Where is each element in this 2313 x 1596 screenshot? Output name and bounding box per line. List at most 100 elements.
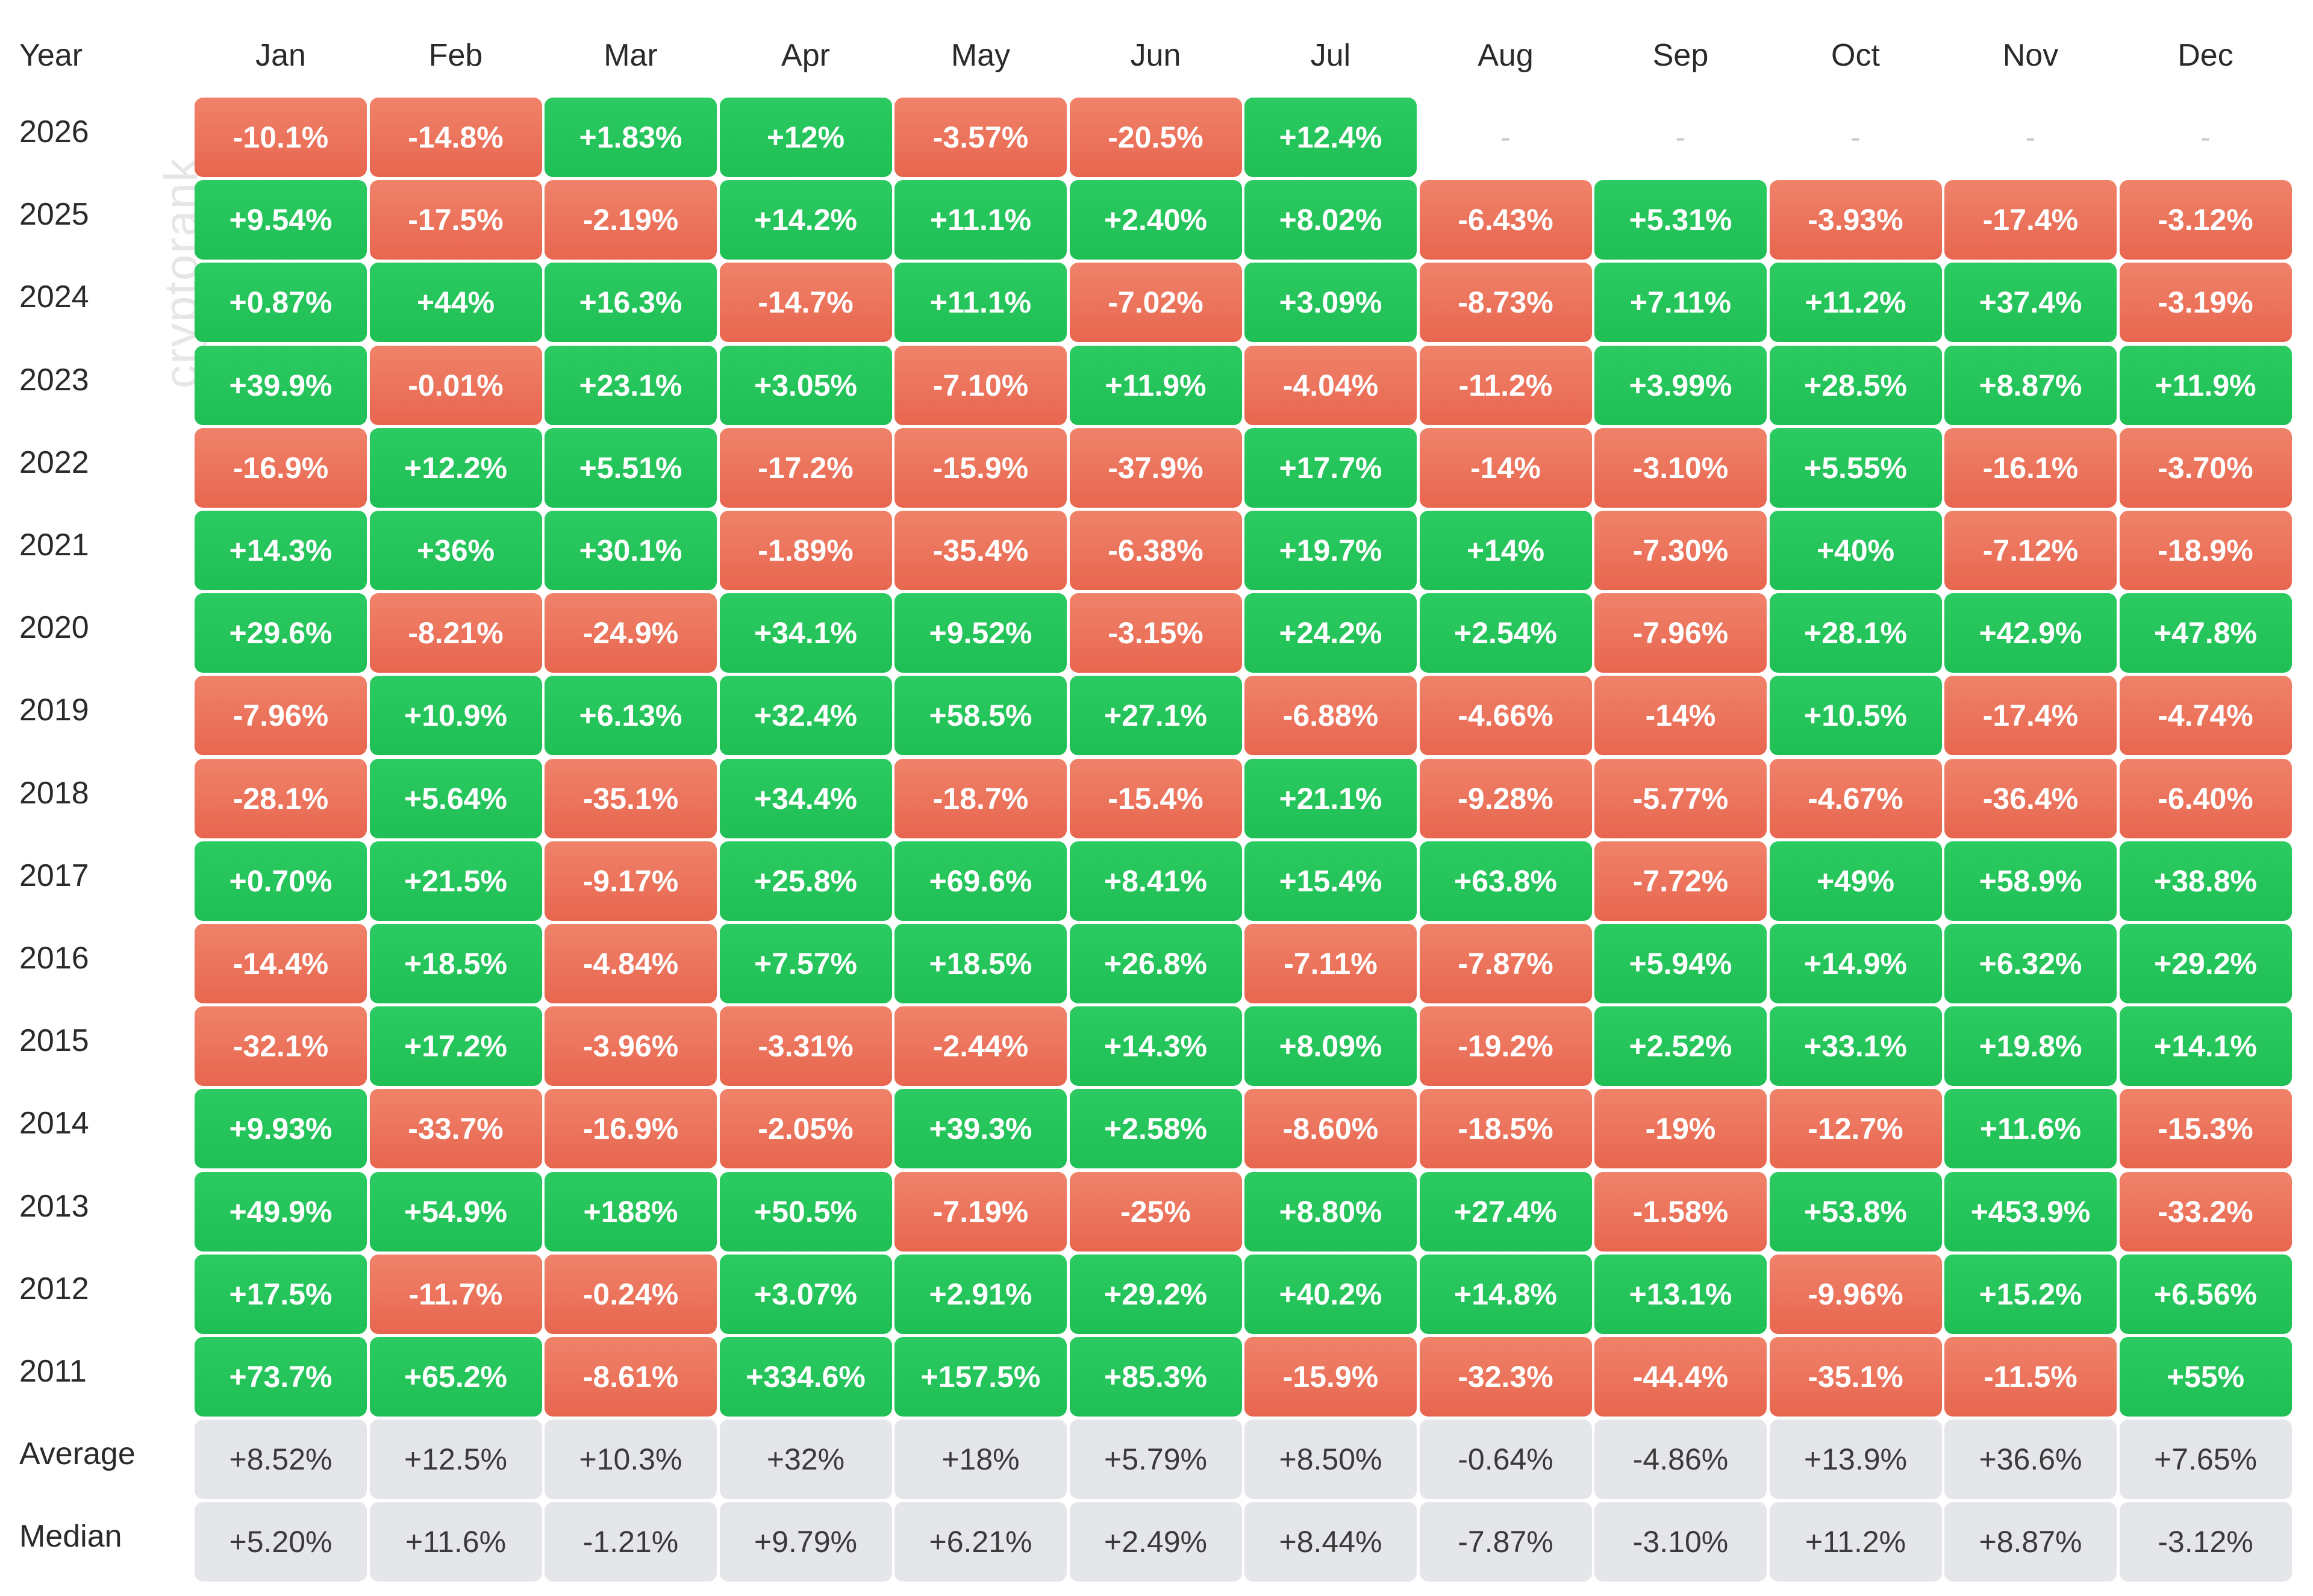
return-cell: -16.1% bbox=[1944, 428, 2117, 508]
return-cell: +33.1% bbox=[1769, 1006, 1942, 1086]
return-cell: +11.1% bbox=[894, 180, 1067, 260]
return-cell: +63.8% bbox=[1419, 841, 1592, 921]
average-cell: +36.6% bbox=[1944, 1420, 2117, 1500]
return-cell: +3.99% bbox=[1594, 345, 1767, 425]
month-header-nov: Nov bbox=[2002, 38, 2059, 73]
year-label: 2015 bbox=[19, 1023, 89, 1059]
return-cell: +54.9% bbox=[369, 1171, 542, 1252]
return-cell: +8.41% bbox=[1069, 841, 1242, 921]
return-cell: +23.1% bbox=[545, 345, 717, 425]
return-cell: -32.3% bbox=[1419, 1337, 1592, 1417]
return-cell: +11.2% bbox=[1769, 263, 1942, 343]
return-cell: -35.1% bbox=[1769, 1337, 1942, 1417]
return-cell: -35.4% bbox=[894, 511, 1067, 590]
return-cell: -37.9% bbox=[1069, 428, 1242, 508]
month-header-jan: Jan bbox=[255, 38, 306, 73]
return-cell: -3.57% bbox=[894, 98, 1067, 177]
return-cell: -3.19% bbox=[2119, 263, 2292, 343]
return-cell: -11.2% bbox=[1419, 345, 1592, 425]
return-cell: +29.6% bbox=[195, 593, 367, 673]
return-cell: -15.9% bbox=[894, 428, 1067, 508]
average-cell: +12.5% bbox=[369, 1420, 542, 1500]
return-cell: +69.6% bbox=[894, 841, 1067, 921]
return-cell: +49.9% bbox=[195, 1171, 367, 1252]
return-cell: +40.2% bbox=[1244, 1254, 1417, 1334]
average-cell: +32% bbox=[719, 1420, 892, 1500]
return-cell: -8.73% bbox=[1419, 263, 1592, 343]
return-cell: +7.57% bbox=[719, 924, 892, 1003]
return-cell: -18.7% bbox=[894, 758, 1067, 838]
return-cell: +10.5% bbox=[1769, 676, 1942, 756]
return-cell: +14.2% bbox=[719, 180, 892, 260]
return-cell: -9.17% bbox=[545, 841, 717, 921]
return-cell: +17.2% bbox=[369, 1006, 542, 1086]
return-cell: -15.3% bbox=[2119, 1089, 2292, 1169]
return-cell: +47.8% bbox=[2119, 593, 2292, 673]
return-cell: -4.84% bbox=[545, 924, 717, 1003]
return-cell: -7.12% bbox=[1944, 511, 2117, 590]
median-cell: +9.79% bbox=[719, 1502, 892, 1582]
return-cell: -8.60% bbox=[1244, 1089, 1417, 1169]
return-cell: -17.5% bbox=[369, 180, 542, 260]
return-cell: +10.9% bbox=[369, 676, 542, 756]
return-cell: +3.05% bbox=[719, 345, 892, 425]
return-cell: +8.09% bbox=[1244, 1006, 1417, 1086]
return-cell: -10.1% bbox=[195, 98, 367, 177]
return-cell: -20.5% bbox=[1069, 98, 1242, 177]
month-header-jul: Jul bbox=[1310, 38, 1351, 73]
return-cell: +11.9% bbox=[1069, 345, 1242, 425]
return-cell: -6.88% bbox=[1244, 676, 1417, 756]
return-cell: +49% bbox=[1769, 841, 1942, 921]
return-cell: +11.9% bbox=[2119, 345, 2292, 425]
return-cell: +39.9% bbox=[195, 345, 367, 425]
return-cell: -35.1% bbox=[545, 758, 717, 838]
return-cell: - bbox=[2025, 120, 2036, 154]
return-cell: +2.52% bbox=[1594, 1006, 1767, 1086]
return-cell: +2.58% bbox=[1069, 1089, 1242, 1169]
average-cell: +5.79% bbox=[1069, 1420, 1242, 1500]
return-cell: -7.10% bbox=[894, 345, 1067, 425]
return-cell: -3.70% bbox=[2119, 428, 2292, 508]
return-cell: +34.1% bbox=[719, 593, 892, 673]
return-cell: -36.4% bbox=[1944, 758, 2117, 838]
return-cell: +27.1% bbox=[1069, 676, 1242, 756]
return-cell: +5.31% bbox=[1594, 180, 1767, 260]
return-cell: +21.1% bbox=[1244, 758, 1417, 838]
return-cell: -1.89% bbox=[719, 511, 892, 590]
return-cell: -11.5% bbox=[1944, 1337, 2117, 1417]
year-column-header: Year bbox=[19, 38, 83, 73]
average-cell: +18% bbox=[894, 1420, 1067, 1500]
return-cell: +5.55% bbox=[1769, 428, 1942, 508]
return-cell: +14.3% bbox=[195, 511, 367, 590]
return-cell: -9.96% bbox=[1769, 1254, 1942, 1334]
return-cell: -2.44% bbox=[894, 1006, 1067, 1086]
median-cell: +8.44% bbox=[1244, 1502, 1417, 1582]
return-cell: -33.7% bbox=[369, 1089, 542, 1169]
return-cell: +27.4% bbox=[1419, 1171, 1592, 1252]
return-cell: -0.24% bbox=[545, 1254, 717, 1334]
month-header-feb: Feb bbox=[428, 38, 483, 73]
return-cell: +14.3% bbox=[1069, 1006, 1242, 1086]
return-cell: +16.3% bbox=[545, 263, 717, 343]
return-cell: +50.5% bbox=[719, 1171, 892, 1252]
return-cell: -3.10% bbox=[1594, 428, 1767, 508]
return-cell: -12.7% bbox=[1769, 1089, 1942, 1169]
return-cell: -17.4% bbox=[1944, 180, 2117, 260]
average-cell: +13.9% bbox=[1769, 1420, 1942, 1500]
return-cell: -28.1% bbox=[195, 758, 367, 838]
year-label: 2022 bbox=[19, 444, 89, 480]
return-cell: +11.6% bbox=[1944, 1089, 2117, 1169]
average-cell: +8.52% bbox=[195, 1420, 367, 1500]
median-cell: -3.10% bbox=[1594, 1502, 1767, 1582]
month-header-apr: Apr bbox=[781, 38, 830, 73]
return-cell: -19% bbox=[1594, 1089, 1767, 1169]
return-cell: -32.1% bbox=[195, 1006, 367, 1086]
return-cell: +14% bbox=[1419, 511, 1592, 590]
median-cell: -1.21% bbox=[545, 1502, 717, 1582]
month-header-may: May bbox=[950, 38, 1011, 73]
return-cell: -8.61% bbox=[545, 1337, 717, 1417]
return-cell: - bbox=[1500, 120, 1511, 154]
year-label: 2014 bbox=[19, 1106, 89, 1141]
return-cell: -24.9% bbox=[545, 593, 717, 673]
return-cell: +85.3% bbox=[1069, 1337, 1242, 1417]
